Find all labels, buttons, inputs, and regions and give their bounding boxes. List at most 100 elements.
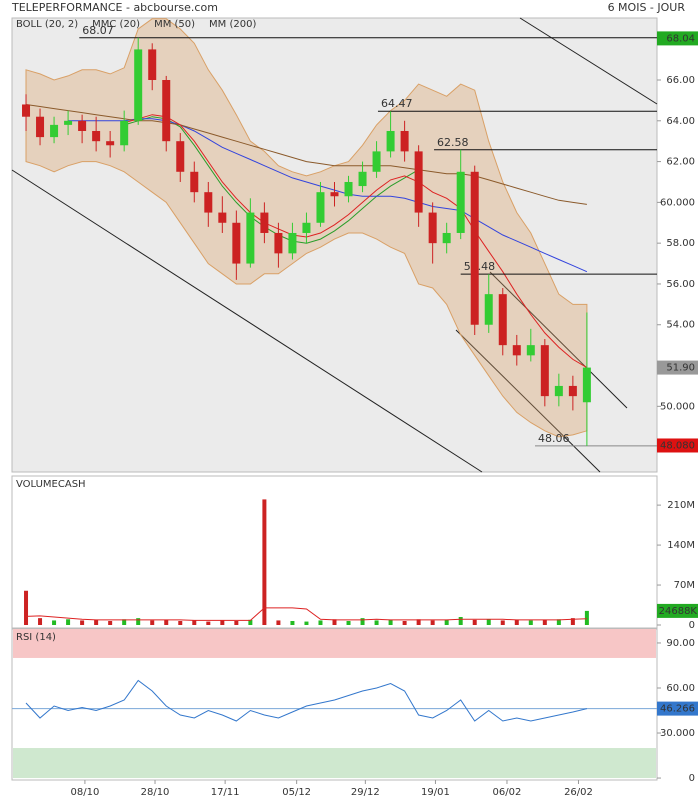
- volume-bar: [542, 619, 547, 625]
- volume-bar: [150, 620, 155, 625]
- volume-bar: [164, 619, 169, 625]
- x-tick-label: 08/10: [70, 787, 99, 798]
- volume-bar: [24, 590, 29, 625]
- candle-body: [218, 212, 227, 223]
- level-label: 68.07: [82, 24, 114, 37]
- volume-bar: [360, 618, 365, 625]
- volume-bar: [122, 619, 127, 625]
- volume-bar: [528, 620, 533, 625]
- volume-bar: [318, 620, 323, 625]
- legend-entry: MM (200): [209, 19, 256, 30]
- candle-body: [162, 80, 171, 142]
- y-tick-label: 70M: [674, 580, 695, 591]
- rsi-zone: [13, 629, 656, 658]
- volume-bar: [584, 610, 589, 625]
- price-box: [657, 31, 698, 46]
- volume-bar: [220, 620, 225, 625]
- volume-bar: [472, 619, 477, 625]
- y-tick-label: 64.00: [666, 116, 695, 127]
- candle-body: [64, 120, 73, 125]
- candle-body: [372, 151, 381, 172]
- trend-line: [519, 17, 658, 105]
- trend-lines: [11, 17, 658, 473]
- volume-bar: [80, 620, 85, 625]
- candle-body: [554, 385, 563, 397]
- candle-body: [512, 345, 521, 356]
- level-label: 48.06: [538, 432, 570, 445]
- y-tick-label: 50.000: [660, 401, 695, 412]
- candle-body: [540, 345, 549, 397]
- price-box-label: 48.080: [660, 440, 695, 451]
- volume-bar: [388, 619, 393, 625]
- volume-bar: [290, 621, 295, 625]
- volume-bar: [248, 619, 253, 625]
- volume-box-label: 24688K: [659, 606, 698, 617]
- volume-bar: [136, 618, 141, 625]
- candle-body: [120, 120, 129, 146]
- volume-title: VOLUMECASH: [16, 479, 86, 490]
- x-tick-label: 05/12: [282, 787, 311, 798]
- volume-bar: [374, 620, 379, 625]
- price-panel: [11, 17, 658, 473]
- candle-body: [134, 49, 143, 121]
- legend-entry: MM (50): [154, 19, 195, 30]
- volume-bar: [444, 619, 449, 625]
- candle-body: [176, 141, 185, 172]
- price-box-label: 68.04: [666, 33, 695, 44]
- candle-body: [232, 222, 241, 264]
- chart-title: TELEPERFORMANCE - abcbourse.com: [11, 1, 218, 14]
- candle-body: [78, 120, 87, 131]
- price-box-label: 51.90: [666, 363, 695, 374]
- rsi-line: [25, 679, 588, 722]
- level-label: 64.47: [381, 97, 413, 110]
- y-tick-label: 66.00: [666, 75, 695, 86]
- volume-bar: [556, 619, 561, 625]
- y-tick-label: 30.000: [660, 728, 695, 739]
- y-tick-label: 58.00: [666, 238, 695, 249]
- candle-body: [582, 367, 591, 403]
- volume-bar: [416, 619, 421, 625]
- price-box: [657, 360, 698, 375]
- y-tick-label: 140M: [667, 540, 695, 551]
- x-tick-label: 28/10: [141, 787, 170, 798]
- volume-average: [25, 607, 587, 621]
- moving-average: [68, 118, 588, 273]
- candle-body: [204, 192, 213, 213]
- candle-body: [442, 232, 451, 244]
- moving-average: [25, 104, 587, 205]
- volume-bar: [178, 621, 183, 625]
- chart-subtitle: 6 MOIS - JOUR: [608, 1, 686, 14]
- volume-bar: [402, 621, 407, 625]
- legend-entry: MMC (20): [92, 19, 140, 30]
- candle-body: [148, 49, 157, 81]
- price-box: [657, 438, 698, 453]
- trend-line: [489, 271, 628, 409]
- candle-body: [316, 192, 325, 223]
- volume-bar: [206, 621, 211, 625]
- y-tick-label: 60.00: [666, 683, 695, 694]
- candle-body: [358, 171, 367, 187]
- volume-bar: [458, 617, 463, 625]
- candle-body: [456, 171, 465, 233]
- candle-body: [190, 171, 199, 193]
- candle-body: [36, 116, 45, 138]
- trend-line: [11, 169, 483, 473]
- candle-body: [22, 104, 31, 117]
- candle-body: [568, 385, 577, 397]
- volume-bar: [192, 620, 197, 625]
- volume-bar: [262, 499, 267, 625]
- candle-body: [428, 212, 437, 244]
- volume-bar: [486, 619, 491, 625]
- candle-body: [498, 294, 507, 346]
- y-tick-label: 56.00: [666, 279, 695, 290]
- volume-bar: [66, 619, 71, 625]
- volume-box: [657, 603, 698, 618]
- candle-body: [470, 171, 479, 325]
- rsi-title: RSI (14): [16, 632, 56, 643]
- candle-body: [344, 181, 353, 197]
- y-tick-label: 62.00: [666, 157, 695, 168]
- candle-body: [330, 192, 339, 197]
- level-label: 62.58: [437, 136, 469, 149]
- volume-bar: [38, 618, 43, 625]
